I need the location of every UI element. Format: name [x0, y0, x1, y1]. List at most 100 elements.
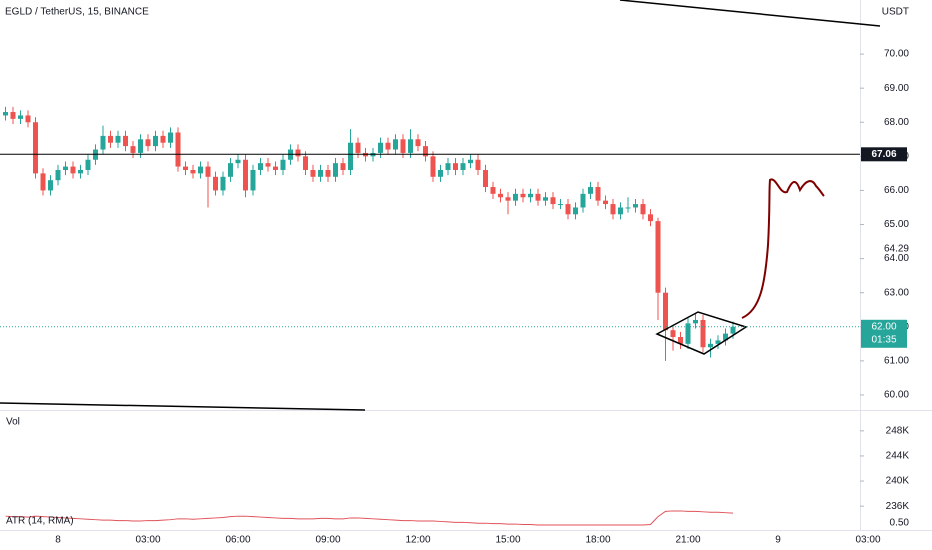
candle-body	[453, 163, 458, 170]
candle-body	[558, 204, 563, 206]
atr-value: 0.50	[890, 518, 910, 529]
volume-tick-label: 240K	[886, 476, 910, 487]
candle-body	[573, 207, 578, 215]
candle-body	[423, 146, 428, 157]
candle-body	[100, 135, 106, 150]
y-tick-label: 60.00	[884, 390, 909, 401]
countdown-label: 01:35	[871, 334, 896, 345]
candle-body	[640, 204, 646, 215]
candle-body	[603, 200, 608, 205]
candle-body	[280, 159, 286, 170]
candle-body	[235, 159, 241, 164]
volume-label: Vol	[6, 417, 20, 428]
candle-body	[243, 159, 248, 191]
candle-body	[588, 187, 593, 194]
candle-body	[430, 156, 436, 177]
candle-body	[138, 139, 143, 153]
candle-body	[393, 139, 398, 150]
candle-body	[78, 169, 83, 174]
candle-body	[265, 163, 271, 167]
x-tick-label: 15:00	[495, 535, 520, 546]
candle-body	[550, 197, 556, 205]
volume-tick-label: 236K	[886, 501, 910, 512]
price-tag-label: 67.06	[871, 149, 896, 160]
y-tick-label: 63.00	[884, 287, 909, 298]
trend-line	[619, 0, 881, 27]
y-tick-label: 61.00	[884, 356, 909, 367]
candle-body	[408, 139, 413, 153]
candle-body	[678, 337, 683, 344]
diamond-pattern	[655, 311, 748, 355]
candle-body	[445, 163, 451, 170]
candle-body	[378, 142, 383, 153]
candle-body	[513, 193, 518, 201]
candle-body	[693, 319, 698, 324]
volume-tick-label: 244K	[886, 451, 910, 462]
candle-body	[648, 214, 653, 222]
candle-body	[565, 204, 571, 215]
candle-body	[198, 166, 203, 174]
candle-body	[708, 343, 713, 348]
candle-body	[498, 193, 503, 198]
candle-body	[160, 135, 166, 143]
candle-body	[70, 166, 76, 174]
candle-body	[715, 340, 721, 344]
candle-body	[318, 169, 323, 177]
candle-body	[3, 112, 8, 116]
last-price-label: 62.00	[871, 321, 896, 332]
x-tick-label: 03:00	[855, 535, 880, 546]
candle-body	[700, 319, 706, 348]
candle-body	[438, 169, 443, 177]
candle-body	[220, 176, 226, 191]
x-tick-label: 06:00	[225, 535, 250, 546]
x-tick-label: 12:00	[405, 535, 430, 546]
candle-body	[40, 173, 46, 191]
x-tick-label: 8	[55, 535, 61, 546]
candle-body	[460, 163, 466, 170]
candle-body	[295, 149, 301, 157]
candle-body	[145, 139, 151, 147]
x-tick-label: 03:00	[135, 535, 160, 546]
candle-body	[63, 166, 68, 170]
candle-body	[490, 187, 496, 194]
symbol-title: EGLD / TetherUS, 15, BINANCE	[5, 7, 149, 18]
x-tick-label: 9	[775, 535, 781, 546]
trend-line	[0, 402, 366, 411]
candle-body	[123, 135, 128, 147]
candle-body	[723, 333, 728, 341]
y-tick-label: 68.00	[884, 117, 909, 128]
x-tick-label: 21:00	[675, 535, 700, 546]
candle-body	[333, 163, 338, 177]
candle-body	[730, 326, 736, 334]
candle-body	[85, 159, 91, 170]
y-tick-label: 70.00	[884, 49, 909, 60]
candle-body	[415, 139, 421, 147]
atr-line	[5, 510, 734, 526]
candle-body	[475, 159, 481, 170]
candle-body	[205, 166, 211, 177]
volume-tick-label: 248K	[886, 425, 910, 436]
candle-body	[580, 193, 586, 208]
candle-body	[595, 187, 601, 201]
candle-body	[663, 292, 668, 331]
alert-label: 64.29	[884, 243, 909, 254]
projection-drawing	[741, 178, 825, 319]
candle-body	[183, 166, 188, 170]
candle-body	[528, 193, 533, 198]
candle-body	[535, 193, 541, 201]
candle-body	[190, 169, 196, 174]
candle-body	[25, 115, 31, 123]
candle-body	[273, 166, 278, 170]
candle-body	[48, 180, 53, 191]
candle-body	[168, 132, 173, 143]
x-tick-label: 18:00	[585, 535, 610, 546]
candle-body	[130, 146, 136, 153]
candle-body	[213, 176, 218, 191]
candle-body	[355, 142, 361, 153]
candle-body	[670, 330, 676, 338]
candle-body	[258, 163, 263, 170]
candle-body	[33, 122, 38, 174]
atr-label: ATR (14, RMA)	[6, 516, 74, 527]
